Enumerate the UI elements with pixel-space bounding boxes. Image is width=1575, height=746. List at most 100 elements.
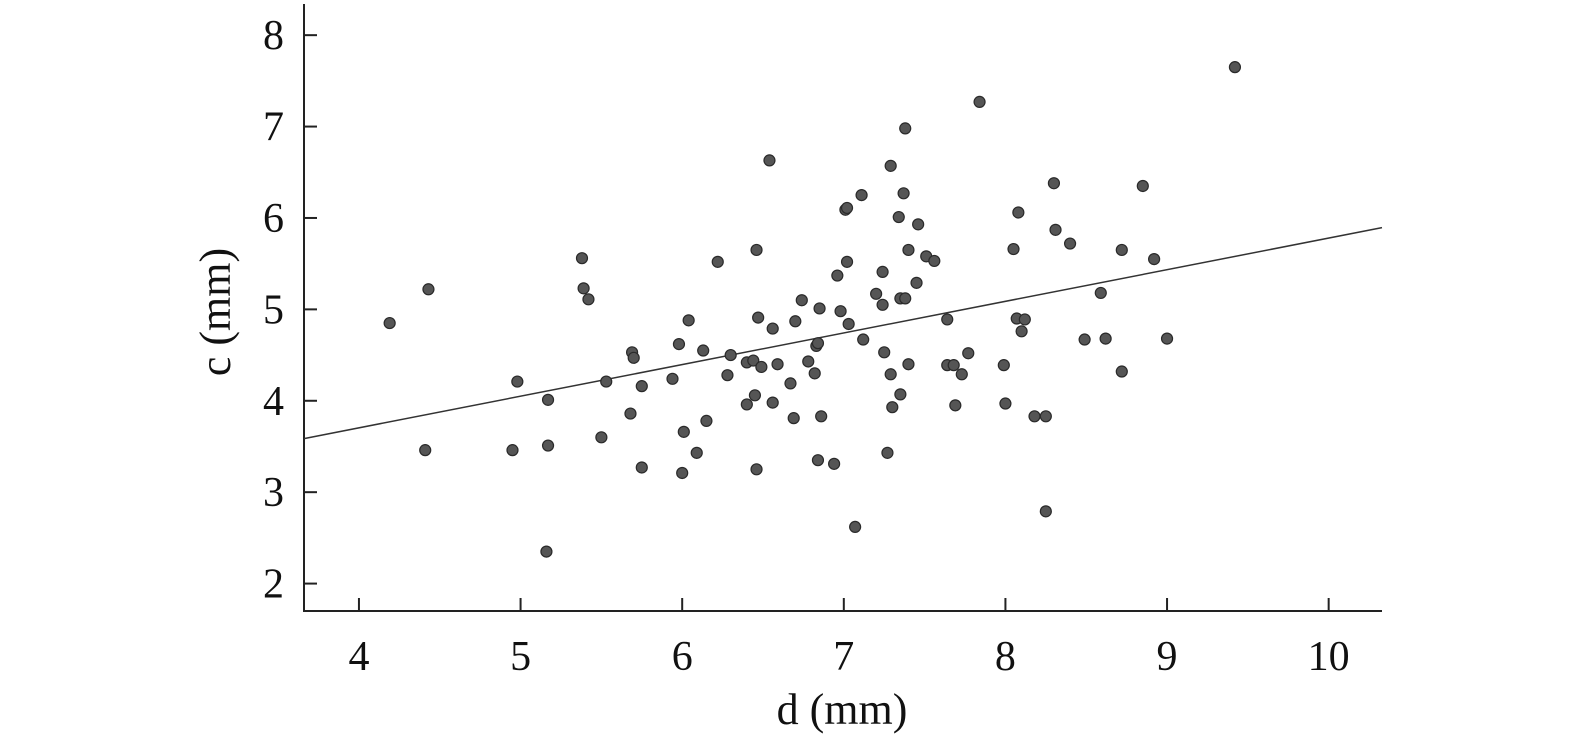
y-tick-label: 3 [263,470,284,516]
data-point [677,425,690,438]
data-point [577,282,590,295]
data-point [1228,61,1242,74]
data-point [600,375,613,388]
data-point [941,313,954,326]
data-point [750,243,763,257]
x-tick-label: 4 [348,634,369,680]
data-point [811,337,825,350]
x-tick-label: 5 [510,634,531,680]
data-point [899,292,912,305]
data-point [949,399,962,412]
data-point [595,431,608,444]
data-point [828,457,841,470]
data-point [721,369,734,382]
x-tick-label: 6 [672,634,693,680]
data-point [1115,243,1128,257]
data-point [897,187,910,200]
data-point [881,446,894,459]
y-ticks: 2 3 4 5 6 7 8 [263,13,317,608]
data-point [1012,206,1025,219]
data-points [383,61,1242,558]
data-point [1094,286,1107,300]
data-point [831,269,844,282]
data-point [910,276,923,289]
data-point [1115,365,1128,378]
data-point [912,218,925,231]
x-tick-label: 7 [833,634,854,680]
y-tick-label: 8 [263,13,284,59]
data-point [1078,333,1091,346]
data-point [1018,313,1031,326]
data-point [575,252,589,265]
data-point [682,314,695,327]
data-point [676,466,689,480]
data-point [902,243,915,257]
data-point [1160,332,1174,345]
data-point [999,397,1012,410]
data-point [870,287,883,300]
data-point [955,368,968,381]
data-point [1047,177,1061,190]
data-point [635,461,648,474]
data-point [876,265,889,278]
data-point [627,351,640,364]
data-point [748,389,762,402]
x-tick-label: 10 [1308,634,1350,680]
data-point [962,347,975,360]
data-point [811,454,825,467]
data-point [1099,332,1112,345]
data-point [766,396,779,409]
data-point [541,393,555,406]
y-axis-title: c (mm) [191,248,240,376]
y-tick-label: 2 [263,562,284,608]
data-point [795,294,808,307]
data-point [1015,325,1028,338]
data-point [902,358,915,371]
data-point [1136,179,1149,193]
data-point [419,444,432,457]
data-point [840,201,854,215]
data-point [750,463,763,476]
data-point [690,446,703,459]
data-point [1039,505,1052,518]
data-point [857,333,870,346]
data-point [840,255,854,268]
data-point [666,372,679,385]
data-point [928,254,941,268]
data-point [740,398,753,411]
data-point [635,380,648,393]
data-point [892,210,905,224]
data-point [784,377,797,390]
data-point [511,375,524,388]
data-point [1039,410,1052,423]
data-point [813,302,826,315]
data-point [582,293,595,306]
y-tick-label: 4 [263,379,284,425]
data-point [842,317,855,331]
y-tick-label: 6 [263,196,284,242]
data-point [886,401,899,414]
data-point [755,360,768,374]
data-point [973,95,986,108]
data-point [894,388,907,401]
data-point [1007,242,1020,256]
data-point [1148,252,1161,266]
data-point [1063,237,1077,250]
data-point [763,154,776,167]
x-ticks: 4 5 6 7 8 9 10 [348,598,1350,680]
data-point [1028,410,1041,423]
x-axis-title: d (mm) [777,685,908,734]
data-point [747,354,760,367]
data-point [899,122,912,135]
data-point [711,255,724,268]
data-point [789,315,802,328]
data-point [540,545,553,558]
data-point [878,346,891,359]
data-point [672,338,686,351]
data-point [541,439,555,452]
data-point [724,348,737,362]
data-point [624,407,637,420]
data-point [752,311,765,324]
y-tick-label: 7 [263,105,284,151]
